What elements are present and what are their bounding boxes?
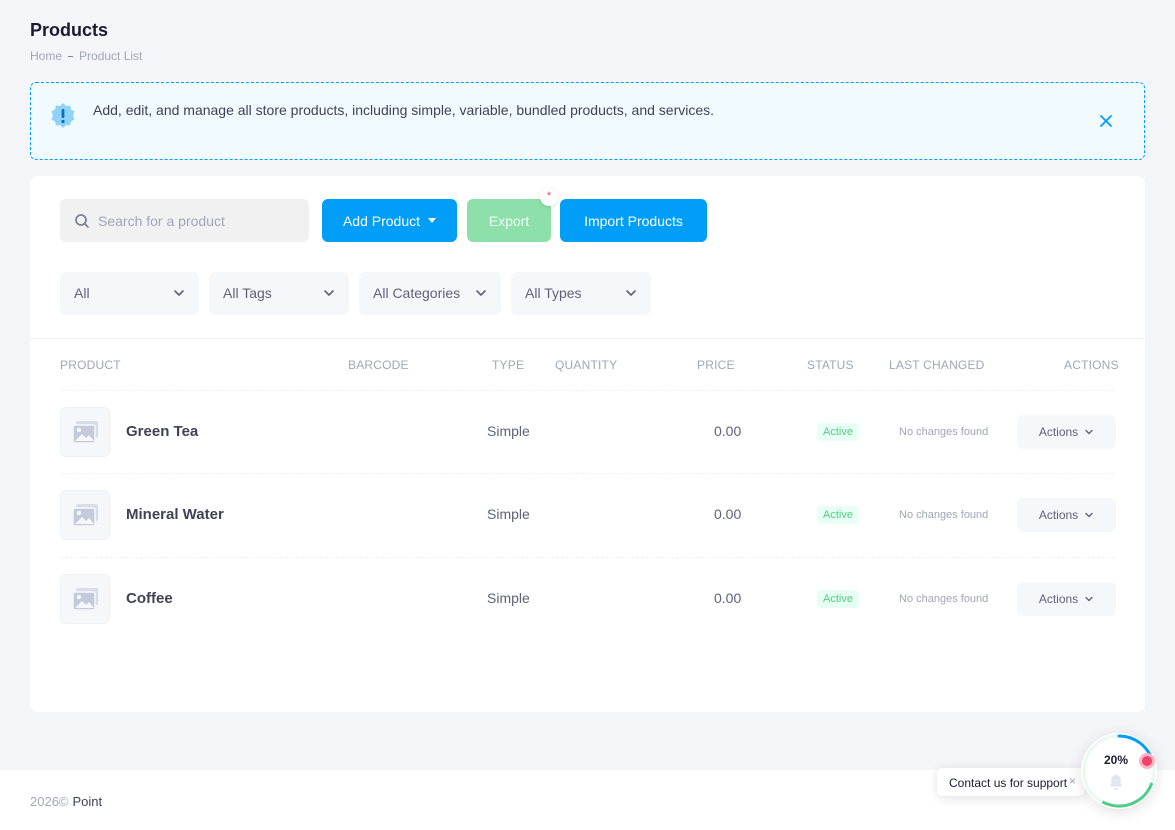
product-name[interactable]: Mineral Water (126, 506, 224, 523)
status-badge: Active (817, 423, 859, 441)
progress-ring-track (1082, 734, 1156, 808)
status-badge: Active (817, 590, 859, 608)
search-icon (75, 214, 89, 228)
add-product-button[interactable]: Add Product (322, 199, 457, 242)
support-widget-button[interactable]: 20% (1081, 733, 1157, 809)
last-changed: No changes found (899, 509, 989, 521)
row-divider (60, 557, 1115, 558)
column-header-actions: Actions (1064, 358, 1119, 372)
bell-icon (1109, 773, 1123, 790)
last-changed: No changes found (899, 426, 989, 438)
column-header-price[interactable]: Price (697, 358, 735, 372)
info-exclamation-icon (51, 103, 75, 128)
filter-status-select[interactable]: All (60, 272, 199, 315)
product-name[interactable]: Coffee (126, 590, 173, 607)
table-row: Green Tea Simple 0.00 Active No changes … (60, 390, 1116, 473)
image-placeholder-icon (72, 588, 98, 611)
product-type: Simple (487, 590, 530, 606)
column-header-barcode[interactable]: Barcode (348, 358, 409, 372)
product-thumbnail[interactable] (60, 490, 110, 540)
filter-categories-value: All Categories (373, 285, 461, 301)
table-row: Coffee Simple 0.00 Active No changes fou… (60, 557, 1116, 640)
notice-text: Add, edit, and manage all store products… (93, 102, 715, 118)
product-price: 0.00 (714, 590, 742, 606)
row-actions-label: Actions (1038, 425, 1079, 439)
footer-brand-link[interactable]: Point (72, 794, 103, 809)
chevron-down-icon (174, 290, 184, 296)
image-placeholder-icon (72, 504, 98, 527)
search-box[interactable] (60, 199, 309, 242)
table-row: Mineral Water Simple 0.00 Active No chan… (60, 473, 1116, 556)
product-thumbnail[interactable] (60, 574, 110, 624)
export-button[interactable]: Export (467, 199, 551, 242)
breadcrumb-separator (68, 55, 74, 57)
filter-tags-select[interactable]: All Tags (209, 272, 349, 315)
breadcrumb-home[interactable]: Home (30, 49, 63, 63)
row-actions-button[interactable]: Actions (1017, 582, 1116, 616)
breadcrumb: Home Product List (30, 49, 142, 63)
product-type: Simple (487, 423, 530, 439)
products-card: Add Product Export * Import Products All… (30, 176, 1145, 712)
chevron-down-icon (626, 290, 636, 296)
footer-copyright: 2026© Point (30, 794, 102, 809)
close-icon[interactable] (1098, 113, 1114, 129)
chevron-down-icon (1085, 596, 1093, 602)
page-title: Products (30, 20, 109, 40)
image-placeholder-icon (72, 421, 98, 444)
support-progress-label: 20% (1103, 753, 1129, 767)
caret-down-icon (428, 218, 437, 223)
column-header-last-changed[interactable]: Last Changed (889, 358, 985, 372)
chevron-down-icon (476, 290, 486, 296)
import-products-button[interactable]: Import Products (560, 199, 707, 242)
filter-types-select[interactable]: All Types (511, 272, 651, 315)
product-type: Simple (487, 506, 530, 522)
support-tooltip[interactable]: Contact us for support × (937, 768, 1085, 796)
footer-year: 2026© (30, 794, 69, 809)
column-header-quantity[interactable]: Quantity (555, 358, 618, 372)
product-thumbnail[interactable] (60, 407, 110, 457)
chevron-down-icon (324, 290, 334, 296)
page-header: Products Home Product List (30, 20, 142, 63)
filter-types-value: All Types (525, 285, 582, 301)
last-changed: No changes found (899, 593, 989, 605)
product-name[interactable]: Green Tea (126, 423, 199, 440)
add-product-label: Add Product (342, 212, 421, 229)
export-badge: * (540, 188, 558, 206)
search-input[interactable] (98, 199, 303, 242)
support-label: Contact us for support (949, 776, 1068, 790)
row-divider (60, 473, 1115, 474)
breadcrumb-current: Product List (79, 49, 143, 63)
product-price: 0.00 (714, 506, 742, 522)
status-badge: Active (817, 506, 859, 524)
row-divider (60, 390, 1115, 391)
progress-ring (1082, 734, 1156, 808)
row-actions-label: Actions (1038, 592, 1079, 606)
product-price: 0.00 (714, 423, 742, 439)
filter-categories-select[interactable]: All Categories (359, 272, 501, 315)
row-actions-label: Actions (1038, 508, 1079, 522)
column-header-type[interactable]: Type (492, 358, 525, 372)
progress-ring-fill (1082, 734, 1156, 808)
chevron-down-icon (1085, 429, 1093, 435)
info-notice: Add, edit, and manage all store products… (30, 82, 1145, 160)
column-header-product[interactable]: Product (60, 358, 121, 372)
notification-dot (1139, 753, 1155, 769)
row-actions-button[interactable]: Actions (1017, 498, 1116, 532)
chevron-down-icon (1085, 512, 1093, 518)
divider (30, 338, 1145, 339)
filter-status-value: All (74, 285, 90, 301)
filter-tags-value: All Tags (223, 285, 272, 301)
support-close-button[interactable]: × (1068, 774, 1076, 788)
row-actions-button[interactable]: Actions (1017, 415, 1116, 449)
column-header-status[interactable]: Status (807, 358, 854, 372)
